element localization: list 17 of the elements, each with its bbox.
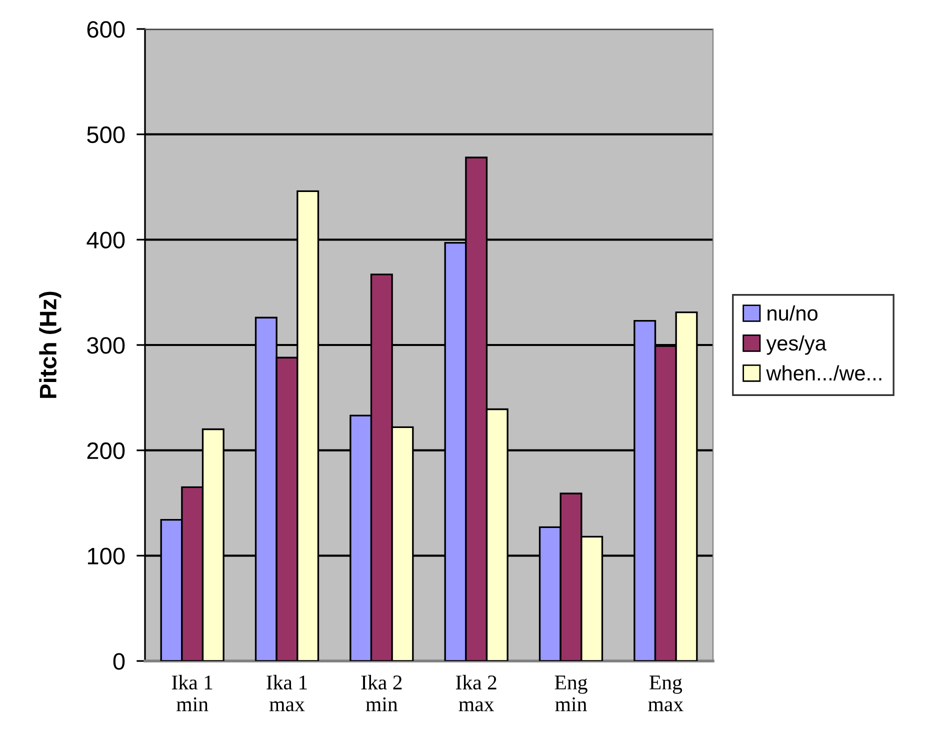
y-tick-label: 100	[88, 548, 125, 564]
x-tick-label: Ika 2 min	[361, 674, 402, 712]
y-axis-title: Pitch (Hz)	[39, 292, 62, 398]
y-tick-label: 600	[87, 21, 125, 38]
x-tick-label: Ika 2 max	[456, 674, 496, 712]
y-tick-label: 200	[87, 442, 125, 460]
x-tick-label: Ika 1 max	[266, 674, 307, 712]
y-tick-label: 500	[87, 126, 125, 144]
legend-label: yes/ya	[766, 335, 826, 355]
y-tick-label: 0	[113, 653, 125, 670]
x-tick-label: Ika 1 min	[172, 674, 212, 712]
legend-label: nu/no	[768, 305, 818, 321]
y-tick-label: 400	[86, 232, 125, 248]
x-tick-label: Eng min	[554, 676, 588, 712]
legend-label: when.../we...	[766, 365, 882, 381]
y-tick-label: 300	[87, 337, 125, 354]
x-tick-label: Eng max	[648, 676, 684, 712]
